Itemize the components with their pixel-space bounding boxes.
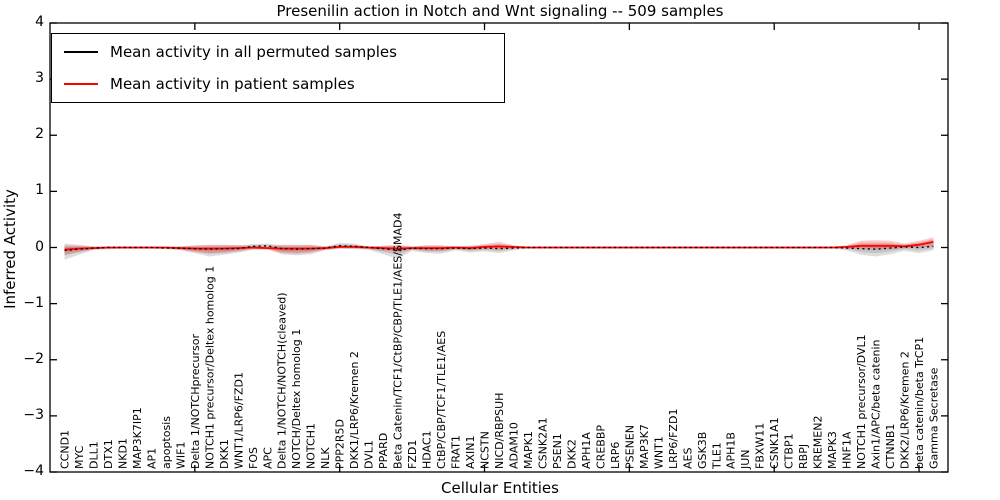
category-label: GSK3B bbox=[696, 432, 709, 469]
category-label: AP1 bbox=[145, 448, 158, 469]
category-label: MYC bbox=[73, 445, 86, 469]
category-label: MAP3K7 bbox=[638, 424, 651, 469]
category-label: CTBP1 bbox=[783, 433, 796, 469]
category-label: PSENEN bbox=[623, 425, 636, 469]
category-label: CSNK1A1 bbox=[768, 417, 781, 469]
y-tick-label: −3 bbox=[23, 406, 44, 423]
category-label: CCND1 bbox=[59, 430, 72, 469]
legend: Mean activity in all permuted samples Me… bbox=[51, 33, 505, 103]
category-label: DKK1/LRP6/Kremen 2 bbox=[348, 351, 361, 469]
y-tick-label: 0 bbox=[35, 238, 44, 255]
category-label: DKK2 bbox=[565, 439, 578, 469]
category-label: WIF1 bbox=[174, 442, 187, 469]
category-label: beta catenin/beta TrCP1 bbox=[913, 337, 926, 469]
y-tick-label: −2 bbox=[23, 350, 44, 367]
category-label: APH1A bbox=[580, 432, 593, 469]
y-tick-label: 2 bbox=[35, 126, 44, 143]
y-tick-label: −4 bbox=[23, 463, 44, 479]
category-label: AES bbox=[681, 448, 694, 469]
legend-label-patient: Mean activity in patient samples bbox=[110, 75, 355, 93]
category-label: NLK bbox=[319, 447, 332, 469]
category-label: Axin1/APC/beta catenin bbox=[870, 339, 883, 469]
category-label: PPARD bbox=[377, 433, 390, 469]
category-label: NOTCH/Deltex homolog 1 bbox=[290, 329, 303, 469]
category-label: DTX1 bbox=[102, 439, 115, 469]
category-label: KREMEN2 bbox=[812, 416, 825, 469]
category-label: FZD1 bbox=[406, 440, 419, 469]
category-label: CTNNB1 bbox=[884, 424, 897, 469]
category-label: LRP6 bbox=[609, 442, 622, 469]
y-tick-label: 4 bbox=[35, 14, 44, 30]
category-label: WNT1 bbox=[652, 436, 665, 469]
legend-entry-patient: Mean activity in patient samples bbox=[52, 70, 504, 98]
category-label: Delta 1/NOTCH/NOTCH(cleaved) bbox=[276, 292, 289, 469]
category-label: DVL1 bbox=[363, 440, 376, 469]
legend-entry-permuted: Mean activity in all permuted samples bbox=[52, 38, 504, 66]
category-label: NOTCH1 precursor/Deltex homolog 1 bbox=[203, 266, 216, 469]
category-label: LRP6/FZD1 bbox=[667, 409, 680, 469]
category-label: ADAM10 bbox=[508, 422, 521, 469]
category-label: MAPK3 bbox=[826, 431, 839, 469]
category-label: FRAT1 bbox=[450, 435, 463, 469]
legend-line-black bbox=[64, 51, 98, 53]
category-label: MAP3K7IP1 bbox=[131, 407, 144, 469]
category-label: Delta 1/NOTCHprecursor bbox=[189, 334, 202, 469]
category-label: CSNK2A1 bbox=[537, 417, 550, 469]
legend-label-permuted: Mean activity in all permuted samples bbox=[110, 43, 397, 61]
y-tick-label: −1 bbox=[23, 294, 44, 311]
category-label: NICD/RBPSUH bbox=[493, 393, 506, 469]
permuted-mean-line bbox=[64, 245, 934, 252]
y-tick-label: 1 bbox=[35, 182, 44, 199]
y-tick-label: 3 bbox=[35, 70, 44, 87]
legend-line-red bbox=[64, 83, 98, 85]
category-label: PPP2R5D bbox=[334, 419, 347, 469]
category-label: HDAC1 bbox=[421, 430, 434, 469]
category-label: NOTCH1 precursor/DVL1 bbox=[855, 334, 868, 469]
category-label: Gamma Secretase bbox=[928, 367, 941, 469]
category-label: APH1B bbox=[725, 432, 738, 469]
category-label: DKK2/LRP6/Kremen 2 bbox=[899, 351, 912, 469]
category-label: CtBP/CBP/TCF1/TLE1/AES bbox=[435, 331, 448, 469]
category-label: MAPK1 bbox=[522, 431, 535, 469]
category-label: NCSTN bbox=[479, 431, 492, 469]
x-axis-label: Cellular Entities bbox=[441, 479, 559, 497]
category-label: APC bbox=[261, 447, 274, 469]
chart-title: Presenilin action in Notch and Wnt signa… bbox=[276, 2, 724, 20]
category-label: apoptosis bbox=[160, 416, 173, 469]
category-label: DLL1 bbox=[88, 441, 101, 469]
category-label: FBXW11 bbox=[754, 423, 767, 469]
category-label: NKD1 bbox=[116, 438, 129, 469]
category-label: HNF1A bbox=[841, 431, 854, 469]
category-label: TLE1 bbox=[710, 442, 723, 470]
category-label: NOTCH1 bbox=[305, 423, 318, 469]
category-label: DKK1 bbox=[218, 439, 231, 469]
category-label: FOS bbox=[247, 447, 260, 469]
category-label: CREBBP bbox=[594, 425, 607, 469]
category-label: AXIN1 bbox=[464, 435, 477, 469]
band-inner-0 bbox=[64, 244, 934, 256]
category-label: JUN bbox=[739, 449, 752, 470]
category-label: RBPJ bbox=[797, 444, 810, 469]
category-label: WNT1/LRP6/FZD1 bbox=[232, 372, 245, 469]
category-label: Beta Catenin/TCF1/CtBP/CBP/TLE1/AES/SMAD… bbox=[392, 213, 405, 469]
category-label: PSEN1 bbox=[551, 433, 564, 469]
